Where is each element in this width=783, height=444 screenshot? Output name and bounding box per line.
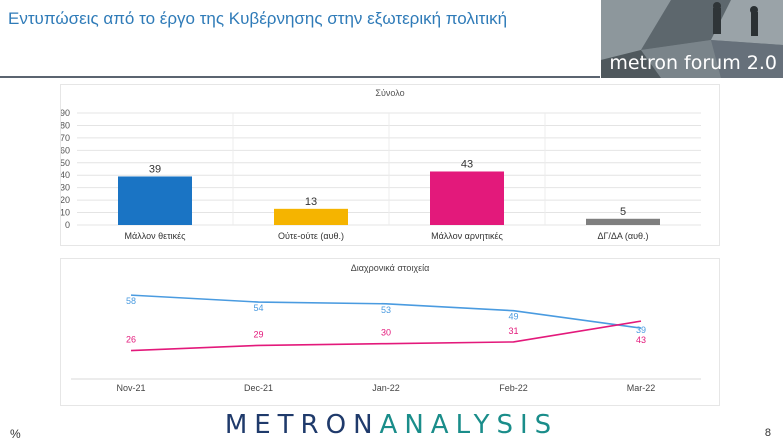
bar-category-label: Μάλλον θετικές <box>125 231 187 241</box>
line-x-tick-label: Jan-22 <box>372 383 400 393</box>
line-data-label: 58 <box>126 296 136 306</box>
line-chart-panel: Διαχρονικά στοιχεία Nov-21 Dec-21 Jan-22 Feb… <box>60 258 720 406</box>
line-data-label: 29 <box>253 329 263 339</box>
bar-y-tick-label: 60 <box>61 145 70 155</box>
bar-y-tick-label: 40 <box>61 170 70 180</box>
line-data-label: 54 <box>253 303 263 313</box>
line-data-label: 26 <box>126 335 136 345</box>
header-divider <box>0 76 600 78</box>
bar-chart-panel: Σύνολο 0 10 20 30 40 50 60 70 80 90 39 Μάλλον θετικέ… <box>60 84 720 246</box>
bar-chart: Σύνολο 0 10 20 30 40 50 60 70 80 90 39 Μάλλον θετικέ… <box>60 88 701 241</box>
bar-data-label: 43 <box>461 158 473 170</box>
metron-forum-logo: metron forum 2.0 <box>601 0 783 78</box>
page-title: Εντυπώσεις από το έργο της Κυβέρνησης στ… <box>8 9 508 28</box>
line-x-tick-label: Dec-21 <box>244 383 273 393</box>
line-chart-title: Διαχρονικά στοιχεία <box>351 263 430 273</box>
bar-category-label: ΔΓ/ΔΑ (αυθ.) <box>597 231 648 241</box>
bar <box>118 176 192 225</box>
bar-data-label: 13 <box>305 196 317 208</box>
logo-background-image <box>601 0 783 78</box>
percent-symbol: % <box>10 427 21 441</box>
series-line <box>130 294 642 329</box>
line-data-label: 49 <box>508 312 518 322</box>
series-line <box>130 320 642 352</box>
bar-data-label: 5 <box>620 206 626 218</box>
line-x-tick-label: Nov-21 <box>116 383 145 393</box>
page-number: 8 <box>764 427 771 439</box>
bar-y-tick-label: 30 <box>61 183 70 193</box>
line-chart: Διαχρονικά στοιχεία Nov-21 Dec-21 Jan-22 Feb… <box>71 263 701 393</box>
brand-metron: METRON <box>224 410 380 440</box>
logo-text: metron forum 2.0 <box>609 52 777 74</box>
line-data-label: 53 <box>381 305 391 315</box>
line-data-label: 39 <box>636 325 646 335</box>
bar-y-tick-label: 80 <box>61 120 70 130</box>
line-data-label: 31 <box>508 326 518 336</box>
line-data-label: 30 <box>381 328 391 338</box>
metron-analysis-logo: METRONANALYSIS <box>0 410 783 440</box>
bar-y-tick-label: 0 <box>65 220 70 230</box>
line-data-label: 43 <box>636 335 646 345</box>
bar-y-tick-label: 20 <box>61 195 70 205</box>
bar <box>586 218 660 225</box>
line-x-tick-label: Feb-22 <box>499 383 528 393</box>
bar-y-tick-label: 50 <box>61 158 70 168</box>
bar-y-tick-label: 10 <box>61 208 70 218</box>
bar-data-label: 39 <box>149 163 161 175</box>
bar-y-tick-label: 70 <box>61 133 70 143</box>
bar <box>274 208 348 225</box>
line-x-tick-label: Mar-22 <box>627 383 656 393</box>
bar-category-label: Μάλλον αρνητικές <box>431 231 503 241</box>
bar-y-tick-label: 90 <box>61 108 70 118</box>
bar-category-label: Ούτε-ούτε (αυθ.) <box>278 231 344 241</box>
brand-analysis: ANALYSIS <box>379 410 559 440</box>
bar-chart-title: Σύνολο <box>375 88 404 98</box>
bar <box>430 171 504 225</box>
